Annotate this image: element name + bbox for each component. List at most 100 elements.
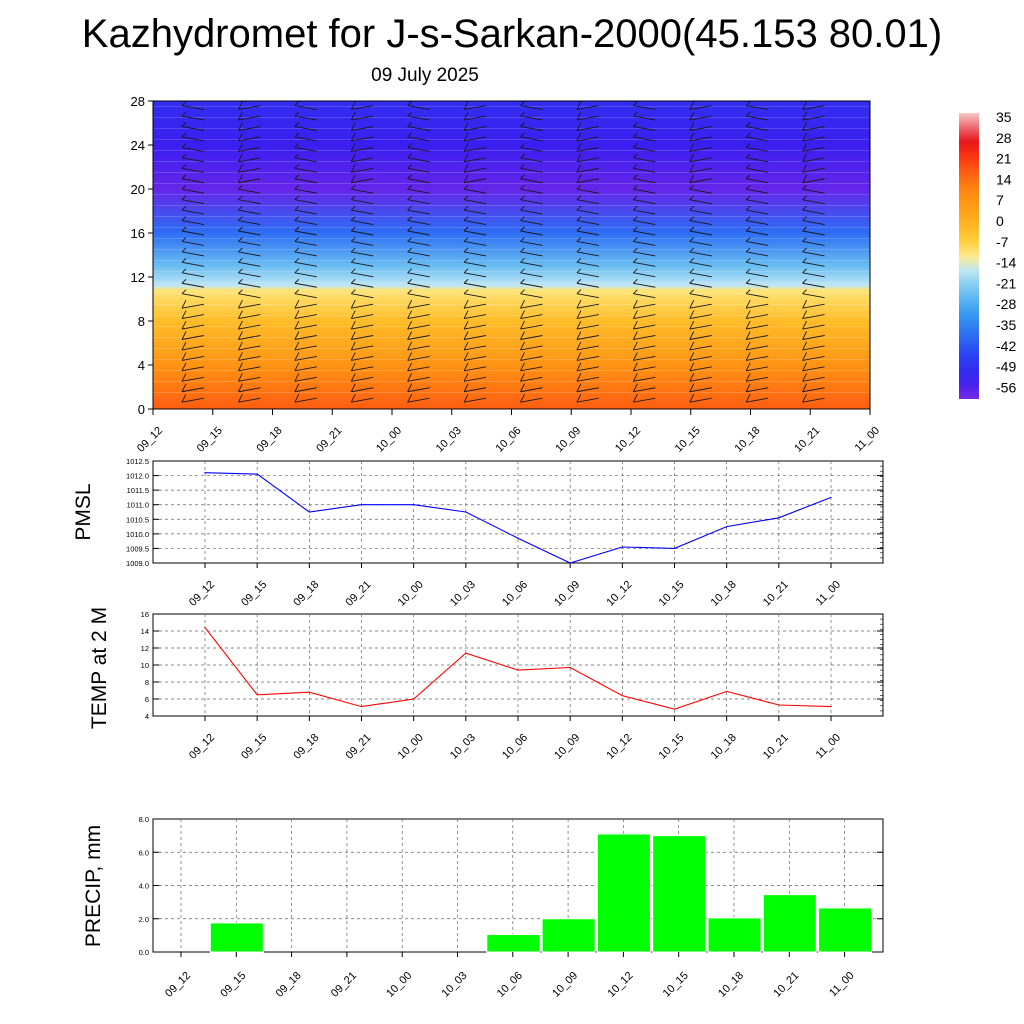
wind-barb — [746, 261, 769, 267]
wind-barb — [689, 261, 712, 267]
wind-barb-flag — [238, 352, 243, 361]
wind-barb-flag — [689, 111, 695, 121]
wind-barb-flag — [520, 341, 525, 351]
temp2m-x-tick-label: 10_03 — [448, 732, 478, 762]
wind-barb — [520, 387, 543, 393]
wind-barb — [464, 397, 487, 403]
wind-barb-flag — [520, 393, 525, 403]
wind-barb — [407, 397, 430, 403]
wind-barb-flag — [689, 122, 695, 131]
wind-barb — [238, 146, 261, 152]
wind-barb-flag — [632, 373, 638, 382]
wind-barb — [294, 293, 317, 299]
wind-barb-flag — [802, 132, 807, 142]
wind-barb — [633, 397, 656, 403]
wind-barb-flag — [802, 205, 807, 211]
wind-barb — [238, 376, 261, 382]
wind-barb — [294, 324, 317, 330]
wind-barb — [802, 251, 825, 257]
wind-barb — [238, 282, 261, 288]
wind-barb-flag — [463, 122, 469, 131]
wind-barb — [746, 366, 769, 372]
wind-barb — [576, 136, 599, 142]
wind-barb — [407, 355, 430, 361]
colorbar-label: -28 — [996, 296, 1016, 312]
wind-barb-flag — [294, 289, 300, 295]
wind-barb-flag — [802, 331, 807, 340]
wind-barb — [520, 220, 543, 225]
wind-barb-flag — [520, 174, 525, 180]
wind-barb-flag — [238, 164, 243, 173]
wind-barb-flag — [463, 143, 469, 152]
wind-barb — [746, 146, 769, 152]
wind-barb — [294, 397, 317, 403]
wind-barb — [294, 241, 317, 246]
wind-barb — [802, 335, 825, 340]
wind-barb-flag — [350, 143, 356, 152]
wind-barb-flag — [181, 216, 187, 221]
wind-barb — [520, 230, 543, 236]
wind-barb — [689, 272, 712, 278]
wind-barb — [633, 303, 656, 309]
wind-barb-flag — [802, 122, 807, 131]
pmsl-x-tick-label: 09_21 — [344, 579, 374, 609]
wind-barb — [181, 241, 205, 246]
wind-barb-flag — [294, 278, 300, 284]
wind-barb-flag — [745, 184, 751, 190]
pmsl-x-tick-label: 10_12 — [604, 579, 634, 609]
wind-barb-flag — [294, 163, 300, 169]
x-tick-label: 10_03 — [434, 425, 464, 455]
wind-barb-flag — [350, 237, 356, 242]
wind-barb-flag — [294, 132, 300, 138]
wind-barb — [238, 261, 261, 267]
wind-barb — [520, 376, 543, 382]
wind-barb — [464, 199, 487, 205]
wind-barb — [520, 397, 543, 403]
wind-barb-flag — [294, 122, 300, 127]
wind-barb-flag — [407, 195, 412, 200]
wind-barb — [746, 324, 769, 330]
wind-barb-flag — [802, 258, 807, 263]
wind-barb-flag — [181, 383, 187, 392]
wind-barb — [464, 324, 487, 330]
precip-x-tick-label: 10_12 — [605, 970, 635, 1000]
wind-barb-flag — [745, 216, 751, 221]
wind-barb — [746, 272, 769, 278]
wind-barb-flag — [350, 352, 356, 361]
wind-barb — [181, 178, 205, 184]
x-tick-label: 10_21 — [792, 425, 822, 455]
wind-barb — [294, 282, 317, 288]
wind-barb — [464, 209, 487, 215]
wind-barb-flag — [181, 341, 187, 351]
precip-bar — [652, 835, 707, 953]
wind-barb — [294, 220, 317, 225]
wind-barb-flag — [632, 352, 638, 361]
temp2m-y-tick-label: 12 — [141, 644, 149, 653]
wind-barb-flag — [689, 278, 695, 284]
wind-barb-flag — [238, 101, 243, 110]
wind-barb — [689, 146, 712, 152]
wind-barb-flag — [802, 393, 807, 403]
wind-barb-flag — [463, 278, 469, 284]
wind-barb — [238, 387, 261, 393]
pmsl-x-tick-label: 10_09 — [552, 579, 582, 609]
wind-barb — [407, 293, 430, 299]
wind-barb-flag — [463, 132, 469, 142]
wind-barb-flag — [633, 258, 638, 263]
wind-barb — [238, 345, 261, 351]
wind-barb-flag — [181, 184, 187, 190]
wind-barb — [576, 146, 599, 152]
wind-barb — [520, 282, 543, 288]
wind-barb — [351, 272, 374, 278]
wind-barb-flag — [745, 205, 751, 211]
wind-barb-flag — [520, 352, 525, 361]
wind-barb-flag — [520, 143, 525, 148]
wind-barb-flag — [350, 383, 356, 392]
wind-barb-flag — [745, 299, 751, 309]
wind-barb-flag — [463, 299, 469, 309]
wind-barb — [351, 241, 374, 246]
y-tick-label: 20 — [131, 182, 145, 197]
wind-barb-flag — [463, 258, 469, 263]
wind-barb — [351, 209, 374, 215]
wind-barb — [689, 314, 712, 320]
